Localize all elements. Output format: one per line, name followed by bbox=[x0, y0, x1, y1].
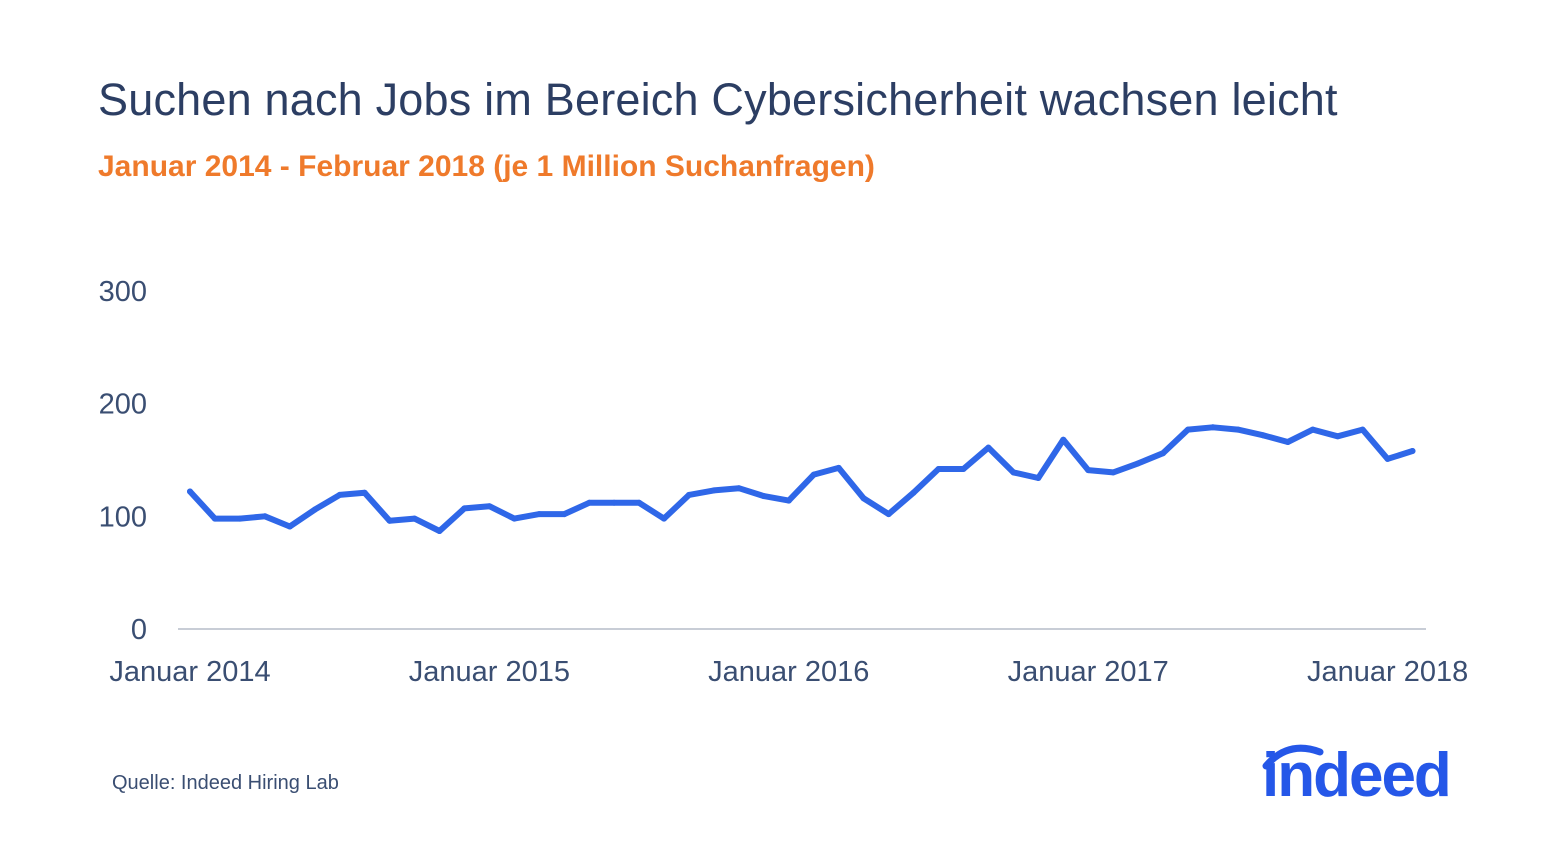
x-tick-label: Januar 2017 bbox=[1008, 656, 1169, 688]
indeed-logo: indeed bbox=[1262, 736, 1482, 816]
x-tick-label: Januar 2014 bbox=[109, 656, 270, 688]
x-tick-label: Januar 2016 bbox=[708, 656, 869, 688]
data-point bbox=[1259, 432, 1266, 439]
data-point bbox=[985, 444, 992, 451]
data-point bbox=[187, 488, 193, 495]
data-point bbox=[1359, 426, 1366, 433]
data-point bbox=[261, 513, 268, 520]
y-tick-label: 100 bbox=[99, 501, 147, 533]
data-point bbox=[1110, 469, 1117, 476]
data-point bbox=[1010, 469, 1017, 476]
data-point bbox=[885, 511, 892, 518]
data-point bbox=[586, 499, 593, 506]
x-axis-ticks: Januar 2014 Januar 2015 Januar 2016 Januar … bbox=[109, 656, 1468, 688]
x-tick-label: Januar 2018 bbox=[1307, 656, 1468, 688]
chart-title: Suchen nach Jobs im Bereich Cybersicherh… bbox=[98, 74, 1338, 125]
data-point bbox=[1035, 475, 1042, 481]
data-point bbox=[910, 489, 917, 496]
chart-subtitle: Januar 2014 - Februar 2018 (je 1 Million… bbox=[98, 150, 875, 183]
data-point bbox=[336, 491, 343, 498]
data-point bbox=[236, 515, 243, 522]
data-point bbox=[1234, 426, 1241, 433]
data-point bbox=[1209, 424, 1216, 431]
data-point bbox=[1334, 433, 1341, 440]
y-tick-label: 0 bbox=[131, 614, 147, 646]
series-points bbox=[187, 424, 1416, 534]
data-point bbox=[710, 487, 717, 494]
data-point bbox=[785, 497, 792, 504]
data-point bbox=[1409, 448, 1416, 454]
data-point bbox=[386, 517, 393, 524]
data-point bbox=[1085, 467, 1092, 474]
data-point bbox=[810, 471, 817, 478]
data-point bbox=[1309, 426, 1316, 433]
source-note: Quelle: Indeed Hiring Lab bbox=[112, 772, 339, 794]
data-point bbox=[311, 506, 318, 513]
data-point bbox=[760, 493, 767, 500]
data-point bbox=[511, 515, 518, 522]
y-tick-label: 200 bbox=[99, 389, 147, 421]
data-point bbox=[361, 489, 368, 496]
data-point bbox=[1135, 460, 1142, 467]
y-tick-label: 300 bbox=[99, 276, 147, 308]
x-tick-label: Januar 2015 bbox=[409, 656, 570, 688]
data-point bbox=[611, 499, 618, 506]
data-point bbox=[1185, 426, 1191, 433]
data-point bbox=[536, 511, 543, 518]
data-point bbox=[1284, 439, 1291, 445]
data-point bbox=[211, 515, 218, 522]
data-point bbox=[411, 515, 418, 522]
data-point bbox=[1160, 450, 1166, 457]
logo-arc-icon bbox=[1262, 744, 1324, 770]
data-point bbox=[486, 503, 493, 510]
data-point bbox=[286, 523, 293, 530]
data-point bbox=[835, 464, 842, 471]
data-point bbox=[461, 505, 468, 512]
series-line bbox=[187, 424, 1416, 534]
data-point bbox=[1060, 436, 1067, 443]
data-point bbox=[561, 511, 568, 518]
data-point bbox=[436, 528, 443, 534]
data-point bbox=[960, 466, 967, 472]
data-point bbox=[636, 499, 643, 506]
data-point bbox=[1384, 455, 1391, 462]
logo-wordmark: indeed bbox=[1262, 741, 1452, 810]
y-axis-ticks: 0 100 200 300 bbox=[99, 276, 147, 646]
data-point bbox=[661, 515, 667, 522]
data-point bbox=[686, 491, 692, 498]
data-point bbox=[860, 495, 867, 502]
data-point bbox=[735, 485, 742, 492]
data-point bbox=[935, 466, 942, 472]
